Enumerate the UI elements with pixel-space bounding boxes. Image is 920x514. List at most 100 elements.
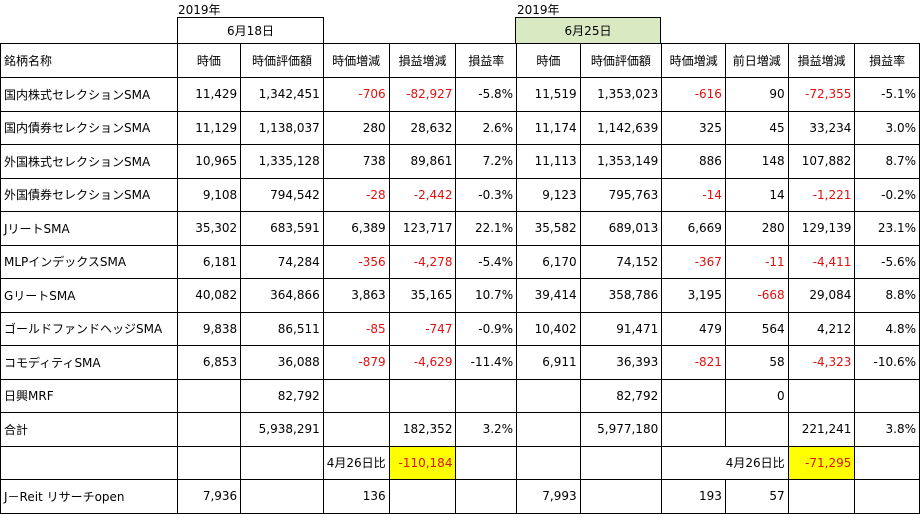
value-cell: -72,355: [787, 77, 856, 112]
value-cell: -668: [724, 278, 789, 313]
value-cell: 35,165: [388, 278, 457, 313]
value-cell: -356: [322, 244, 390, 279]
value-cell: -0.9%: [455, 311, 518, 346]
column-header: 損益率: [455, 43, 518, 78]
value-cell: 8.7%: [854, 144, 920, 179]
value-cell: 10,965: [176, 144, 242, 179]
value-cell: -4,411: [787, 244, 856, 279]
value-cell: 4,212: [787, 311, 856, 346]
value-cell: 6,669: [661, 211, 726, 246]
table-row: MLPインデックスSMA 6,181 74,284 -356 -4,278 -5.4% 6,…: [0, 244, 920, 279]
value-cell: -11.4%: [455, 345, 518, 380]
value-cell: 0: [724, 378, 789, 413]
value-cell: 58: [724, 345, 789, 380]
value-cell: 36,088: [240, 345, 324, 380]
value-cell: 6,170: [516, 244, 581, 279]
value-cell: 364,866: [240, 278, 324, 313]
value-cell: [322, 378, 390, 413]
value-cell: 795,763: [579, 177, 663, 212]
value-cell: 74,284: [240, 244, 324, 279]
value-cell: 1,142,639: [579, 110, 663, 145]
value-cell: 14: [724, 177, 789, 212]
column-header: 時価評価額: [579, 43, 663, 78]
value-cell: [661, 378, 726, 413]
value-cell: -1,221: [787, 177, 856, 212]
value-cell: 182,352: [388, 412, 457, 447]
value-cell: [854, 378, 920, 413]
value-cell: 4.8%: [854, 311, 920, 346]
value-cell: -5.1%: [854, 77, 920, 112]
value-cell: 89,861: [388, 144, 457, 179]
value-cell: 40,082: [176, 278, 242, 313]
value-cell: 36,393: [579, 345, 663, 380]
value-cell: [322, 412, 390, 447]
right-year-label: 2019年: [517, 3, 560, 17]
value-cell: 11,174: [516, 110, 581, 145]
value-cell: 564: [724, 311, 789, 346]
value-cell: 8.8%: [854, 278, 920, 313]
value-cell: 35,582: [516, 211, 581, 246]
value-cell: -2,442: [388, 177, 457, 212]
value-cell: -367: [661, 244, 726, 279]
value-cell: 325: [661, 110, 726, 145]
value-cell: 23.1%: [854, 211, 920, 246]
table-row: JリートSMA 35,302 683,591 6,389 123,717 22.1% 35,…: [0, 211, 920, 246]
value-cell: 11,519: [516, 77, 581, 112]
column-header: 時価: [176, 43, 242, 78]
value-cell: 91,471: [579, 311, 663, 346]
value-cell: 35,302: [176, 211, 242, 246]
value-cell: 107,882: [787, 144, 856, 179]
value-cell: 7,936: [176, 479, 242, 514]
fund-name-cell: 国内債券セレクションSMA: [0, 110, 178, 145]
fund-name-cell: J－Reit リサーチopen: [0, 479, 178, 514]
table-row: コモディティSMA 6,853 36,088 -879 -4,629 -11.4% 6,91…: [0, 345, 920, 380]
value-cell: 90: [724, 77, 789, 112]
value-cell: [388, 479, 457, 514]
value-cell: 6,389: [322, 211, 390, 246]
value-cell: -5.4%: [455, 244, 518, 279]
value-cell: 9,123: [516, 177, 581, 212]
fund-name-cell: 日興MRF: [0, 378, 178, 413]
value-cell: 3,863: [322, 278, 390, 313]
value-cell: [240, 479, 324, 514]
fund-name-cell: ゴールドファンドヘッジSMA: [0, 311, 178, 346]
value-cell: [579, 479, 663, 514]
value-cell: 358,786: [579, 278, 663, 313]
value-cell: -82,927: [388, 77, 457, 112]
value-cell: 129,139: [787, 211, 856, 246]
value-cell: [176, 412, 242, 447]
column-header: 時価増減: [322, 43, 390, 78]
value-cell: -821: [661, 345, 726, 380]
value-cell: -4,629: [388, 345, 457, 380]
comparison-label: 4月26日比: [323, 445, 390, 480]
fund-name-cell: 国内株式セレクションSMA: [0, 77, 178, 112]
portfolio-table: 銘柄名称 時価 時価評価額 時価増減 損益増減 損益率 時価 時価評価額 時価増減 前日増減 損益増…: [0, 43, 920, 514]
table-row: 外国債券セレクションSMA 9,108 794,542 -28 -2,442 -0.3% 9…: [0, 177, 920, 212]
value-cell: [516, 412, 581, 447]
value-cell: 9,108: [176, 177, 242, 212]
value-cell: 57: [724, 479, 789, 514]
empty-cell: [516, 445, 581, 480]
table-row: 国内株式セレクションSMA 11,429 1,342,451 -706 -82,927-…: [0, 77, 920, 112]
value-cell: 86,511: [240, 311, 324, 346]
value-cell: -0.2%: [854, 177, 920, 212]
value-cell: 1,353,149: [579, 144, 663, 179]
value-cell: -0.3%: [455, 177, 518, 212]
value-cell: -28: [322, 177, 390, 212]
value-cell: 11,429: [176, 77, 242, 112]
value-cell: 280: [322, 110, 390, 145]
table-row: 日興MRF 82,792 82,792 0: [0, 378, 920, 413]
value-cell: [455, 378, 518, 413]
left-date-header: 6月18日: [177, 17, 324, 43]
empty-cell: [176, 445, 242, 480]
value-cell: 74,152: [579, 244, 663, 279]
value-cell: 738: [322, 144, 390, 179]
value-cell: 82,792: [240, 378, 324, 413]
value-cell: [787, 479, 856, 514]
value-cell: 136: [322, 479, 390, 514]
empty-cell: [240, 445, 324, 480]
value-cell: [724, 412, 789, 447]
value-cell: [854, 479, 920, 514]
fund-name-cell: JリートSMA: [0, 211, 178, 246]
value-cell: 45: [724, 110, 789, 145]
